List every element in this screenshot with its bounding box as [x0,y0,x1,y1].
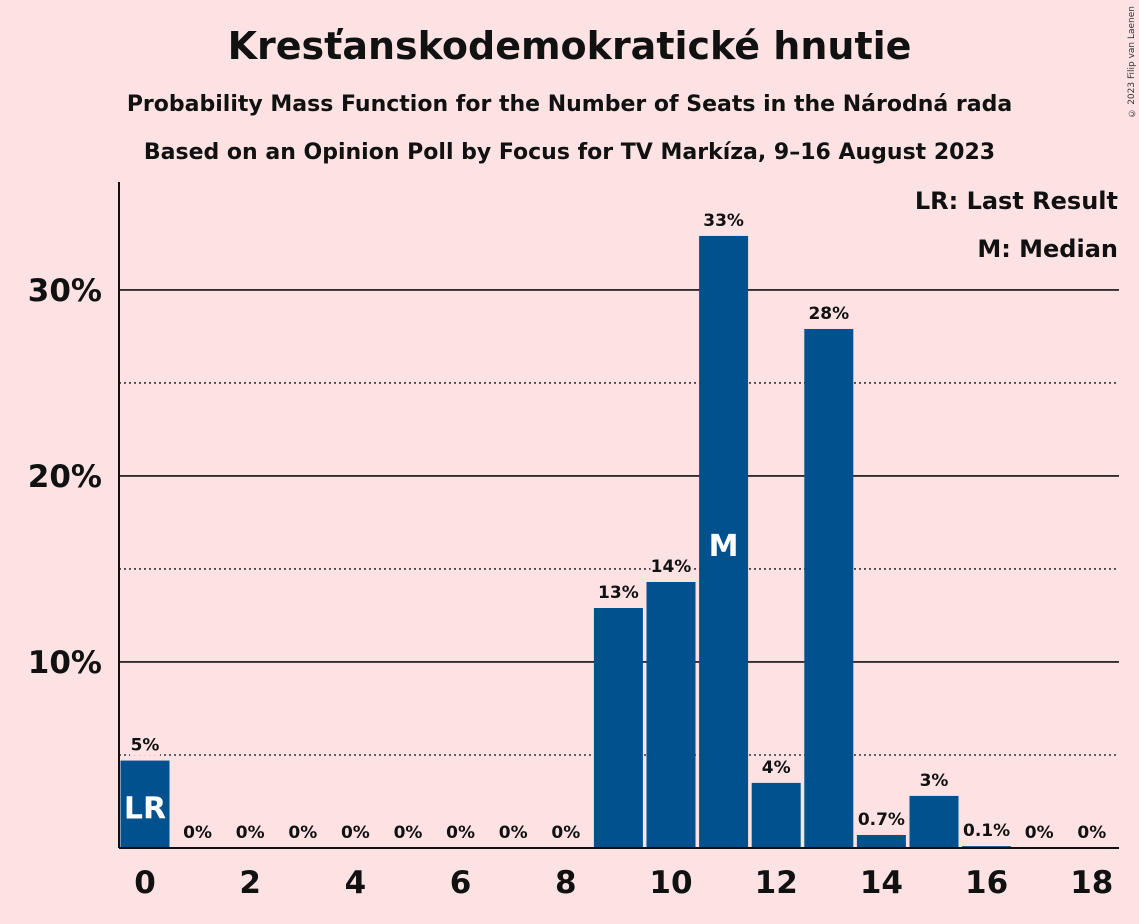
data-label: 0% [1025,823,1054,843]
data-label: 14% [651,557,692,577]
chart-subtitle-source: Based on an Opinion Poll by Focus for TV… [143,140,996,165]
data-label: 4% [762,758,791,778]
bar [646,581,696,848]
bar [120,760,170,848]
data-label-bg [393,822,423,843]
legend-entry: M: Median [977,235,1118,263]
data-label-bg [761,756,792,778]
data-label-bg [182,822,213,843]
median-marker: M [709,529,739,564]
x-tick-label: 16 [965,865,1008,901]
x-tick-label: 2 [239,865,261,901]
data-label-bg [1076,822,1107,843]
x-tick-label: 4 [345,865,367,901]
data-label: 0% [551,823,580,843]
chart-title: Kresťanskodemokratické hnutie [227,24,912,68]
data-label-bg [1024,822,1055,843]
x-tick-label: 0 [134,865,156,901]
data-label: 33% [703,211,744,231]
legend: LR: Last Result M: Median [915,187,1118,263]
bar [699,235,749,849]
data-label-bg [808,302,850,324]
bar [856,834,906,848]
bar [909,795,959,848]
data-label: 0% [341,823,370,843]
x-tick-label: 12 [755,865,798,901]
data-label-bg [650,555,692,577]
data-label-bg [130,734,160,756]
x-tick-label: 8 [555,865,577,901]
y-tick-label: 30% [28,273,102,309]
data-label-bg [855,808,908,830]
bar [751,782,801,848]
data-label: 0.7% [858,810,905,830]
data-label: 13% [598,583,639,603]
legend-entry: LR: Last Result [915,187,1118,215]
gridlines [119,289,1119,756]
data-label: 0% [236,823,265,843]
x-tick-label: 14 [860,865,903,901]
data-labels: 5% 0% 0% 0% 0% 0% 0% 0% 0% 13% 14% 33% 4% 28% 0.7% 3% 0.… [124,209,1107,843]
bars [120,235,1012,849]
data-label-bg [287,822,318,843]
x-tick-label: 10 [649,865,692,901]
data-label: 0% [1077,823,1106,843]
data-label: 28% [808,304,849,324]
bar [804,328,854,848]
data-label: 0.1% [963,821,1010,841]
data-label: 0% [288,823,317,843]
last-result-marker: LR [124,792,166,827]
chart-subtitle: Probability Mass Function for the Number… [126,92,1013,117]
data-label-bg [498,822,529,843]
y-tick-label: 20% [28,459,102,495]
data-label-bg [550,822,581,843]
data-label: 5% [131,736,160,756]
x-tick-label: 18 [1070,865,1113,901]
data-label-bg [597,582,639,604]
data-label: 0% [499,823,528,843]
data-label-bg [703,209,745,231]
x-tick-label: 6 [450,865,472,901]
data-label: 0% [183,823,212,843]
data-label-bg [340,822,371,843]
bar [593,608,643,848]
data-label: 3% [920,771,949,791]
data-label: 0% [394,823,423,843]
data-label: 0% [446,823,475,843]
y-tick-label: 10% [28,645,102,681]
axes: 10% 20% 30% 0 2 4 6 8 10 12 14 16 18 [28,182,1119,901]
data-label-bg [919,769,949,791]
data-label-bg [960,820,1013,842]
data-label-bg [235,822,266,843]
data-label-bg [445,822,476,843]
